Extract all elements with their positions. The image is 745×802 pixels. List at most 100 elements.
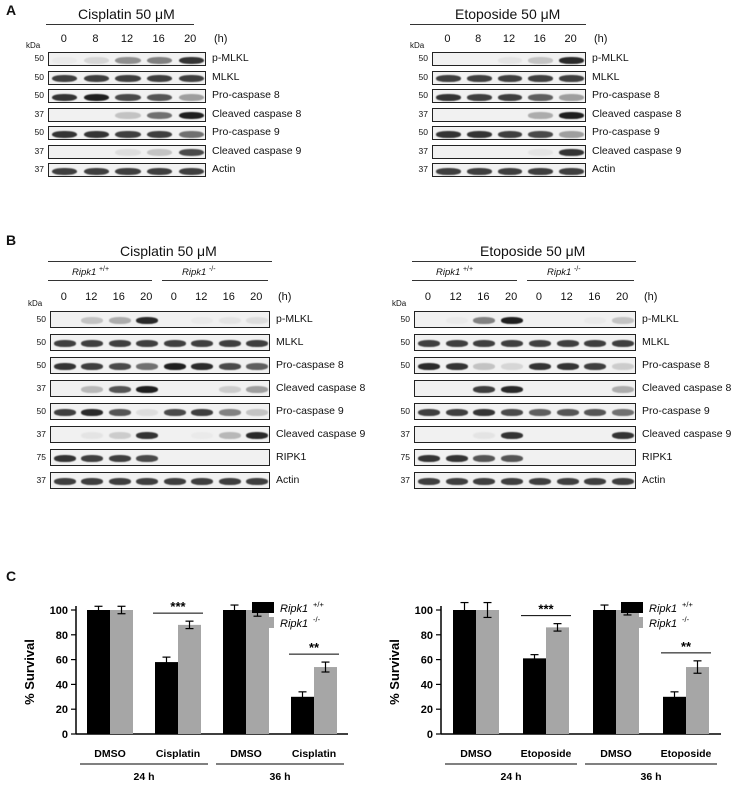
y-tick-label: 20 [56, 704, 68, 716]
mw-marker: 50 [400, 313, 410, 324]
blot-strip [48, 126, 206, 140]
blot-strip [432, 126, 586, 140]
protein-label: MLKL [212, 70, 240, 83]
band [178, 167, 204, 175]
band [115, 167, 141, 175]
blot-strip [414, 380, 636, 397]
band [218, 363, 241, 370]
band [52, 167, 78, 175]
mw-marker: 37 [34, 145, 44, 156]
band [246, 409, 269, 416]
blot-strip [432, 52, 586, 66]
band [473, 478, 496, 485]
band [445, 478, 468, 485]
protein-label: p-MLKL [642, 312, 679, 325]
protein-label: Cleaved caspase 8 [592, 107, 682, 120]
band [146, 167, 173, 175]
panel-letter-a: A [6, 2, 17, 18]
category-label: Etoposide [521, 748, 572, 760]
lane-label: 20 [250, 291, 263, 303]
band [52, 56, 78, 64]
band [136, 409, 159, 416]
band [612, 409, 635, 416]
bar [663, 696, 686, 734]
band [53, 409, 76, 416]
protein-label: RIPK1 [276, 450, 307, 463]
significance-label: *** [538, 602, 554, 617]
mw-marker: 37 [34, 164, 44, 174]
bar [593, 610, 616, 734]
mw-marker: 50 [34, 71, 44, 82]
band [178, 130, 204, 138]
band [246, 317, 269, 324]
title-rule [46, 24, 194, 25]
band [559, 112, 584, 119]
band [436, 130, 461, 138]
protein-label: Pro-caspase 9 [276, 404, 344, 417]
bar [616, 610, 639, 734]
mw-marker: 37 [36, 382, 46, 393]
blot-strip [48, 107, 206, 122]
protein-label: Cleaved caspase 9 [276, 427, 366, 440]
protein-label: Pro-caspase 8 [592, 89, 660, 101]
genotype-wt-rule [48, 280, 152, 281]
band [108, 386, 131, 393]
bar [453, 610, 476, 734]
mw-marker: 75 [36, 451, 46, 462]
band [436, 75, 461, 82]
protein-label: Actin [212, 163, 236, 175]
bar [546, 627, 569, 734]
blot-strip [48, 144, 206, 159]
band [191, 478, 214, 485]
bar [155, 662, 178, 734]
legend-sup: +/+ [682, 600, 693, 609]
blot-strip [414, 472, 636, 489]
band [83, 167, 110, 175]
band [417, 340, 440, 347]
blot-strip [50, 403, 270, 420]
y-tick-label: 100 [50, 605, 68, 617]
mw-marker: 37 [400, 474, 410, 485]
protein-label: Pro-caspase 9 [212, 126, 280, 138]
protein-label: p-MLKL [276, 312, 313, 325]
band [136, 386, 159, 393]
blot-strip [48, 163, 206, 177]
lane-label: 20 [505, 291, 518, 303]
blot-strip [50, 311, 270, 328]
mw-marker: 50 [400, 405, 410, 416]
time-unit: (h) [214, 33, 228, 45]
y-tick-label: 0 [62, 729, 68, 741]
band [584, 340, 607, 347]
band [559, 149, 584, 156]
band [466, 130, 492, 138]
bar [476, 610, 499, 734]
protein-label: Cleaved caspase 9 [642, 427, 732, 440]
band [178, 56, 204, 64]
band [81, 478, 104, 485]
lane-label: 16 [152, 33, 165, 45]
band [246, 340, 269, 347]
band [556, 409, 579, 416]
blot-strip [414, 449, 636, 466]
blot-strip [414, 357, 636, 374]
band [417, 478, 440, 485]
band [191, 363, 214, 370]
legend-label: Ripk1 [280, 603, 308, 615]
band [53, 455, 76, 462]
band [501, 340, 524, 347]
band [146, 56, 173, 64]
band [115, 130, 141, 138]
blot-strip [432, 107, 586, 122]
genotype-ko-rule [162, 280, 268, 281]
genotype-wt-sup: +/+ [462, 266, 474, 273]
lane-label: 12 [85, 291, 98, 303]
blot-title: Cisplatin 50 μM [120, 243, 217, 259]
band [445, 317, 468, 324]
band [115, 56, 141, 64]
blot-strip [50, 380, 270, 397]
survival-chart-cisplatin: 0 20 40 60 80 100 % Survival DMSO Cisplatin DMSO C… [22, 599, 348, 783]
blot-strip [50, 357, 270, 374]
y-tick-label: 60 [421, 655, 433, 667]
kda-label: kDa [28, 299, 43, 308]
band [146, 112, 173, 119]
